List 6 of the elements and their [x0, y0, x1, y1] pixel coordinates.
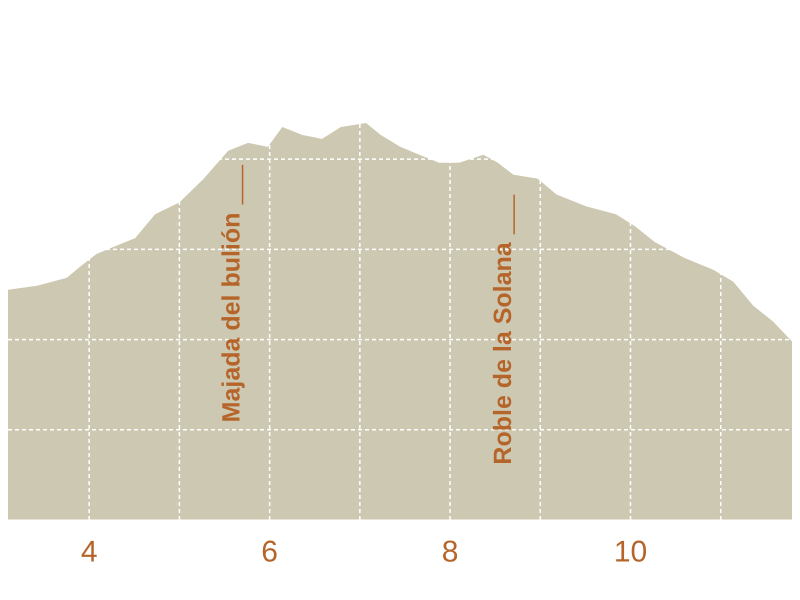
x-tick-label: 10 — [614, 535, 648, 568]
x-tick-label: 4 — [80, 535, 98, 568]
x-tick-label: 8 — [442, 535, 458, 568]
x-tick-label: 6 — [261, 535, 278, 568]
ref-line-label: Majada del bulión — [218, 212, 246, 422]
ref-line-label: Roble de la Solana — [489, 241, 518, 465]
